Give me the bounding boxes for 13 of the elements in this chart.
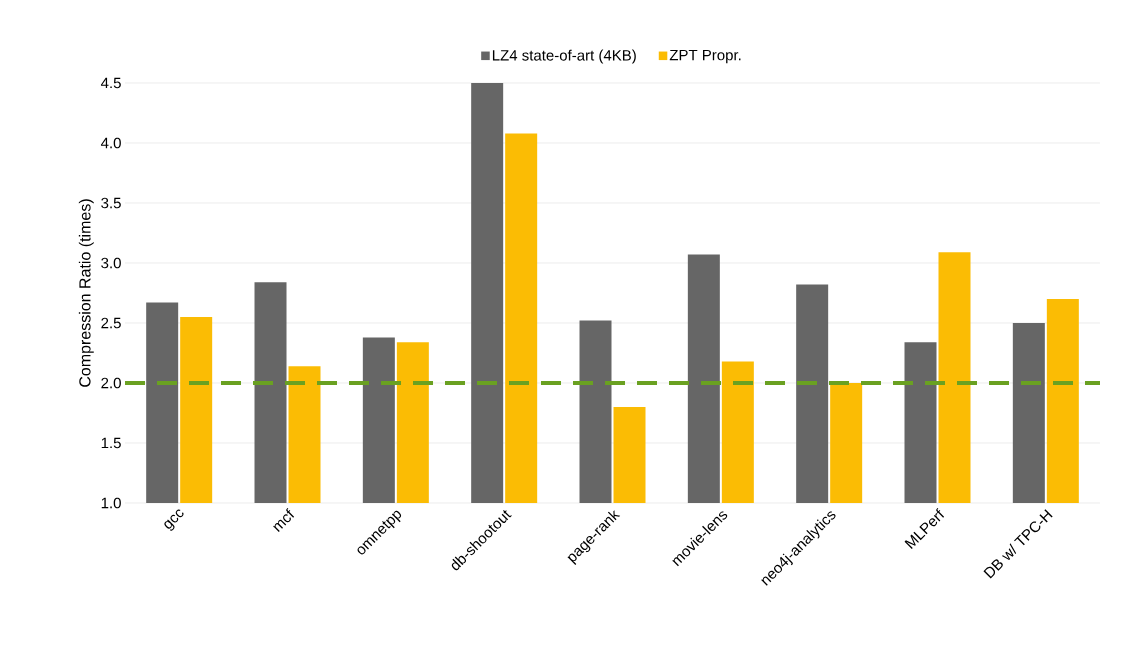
y-tick-label: 2.0 [101, 377, 121, 389]
x-tick-label: gcc [164, 509, 184, 531]
y-tick-label: 1.5 [101, 437, 121, 449]
y-tick-label: 4.0 [100, 137, 121, 149]
y-tick-label: 3.0 [101, 257, 121, 269]
y-tick-label: 3.5 [101, 197, 121, 209]
legend-label: ZPT Propr. [669, 49, 741, 64]
x-tick-label: mcf [273, 508, 295, 533]
y-axis-title: Compression Ratio (times) [78, 199, 94, 387]
y-tick-label: 2.5 [101, 317, 121, 329]
y-tick-label: 1.0 [101, 497, 121, 509]
y-tick-label: 4.5 [100, 77, 121, 89]
legend-label: LZ4 state-of-art (4KB) [492, 49, 636, 64]
